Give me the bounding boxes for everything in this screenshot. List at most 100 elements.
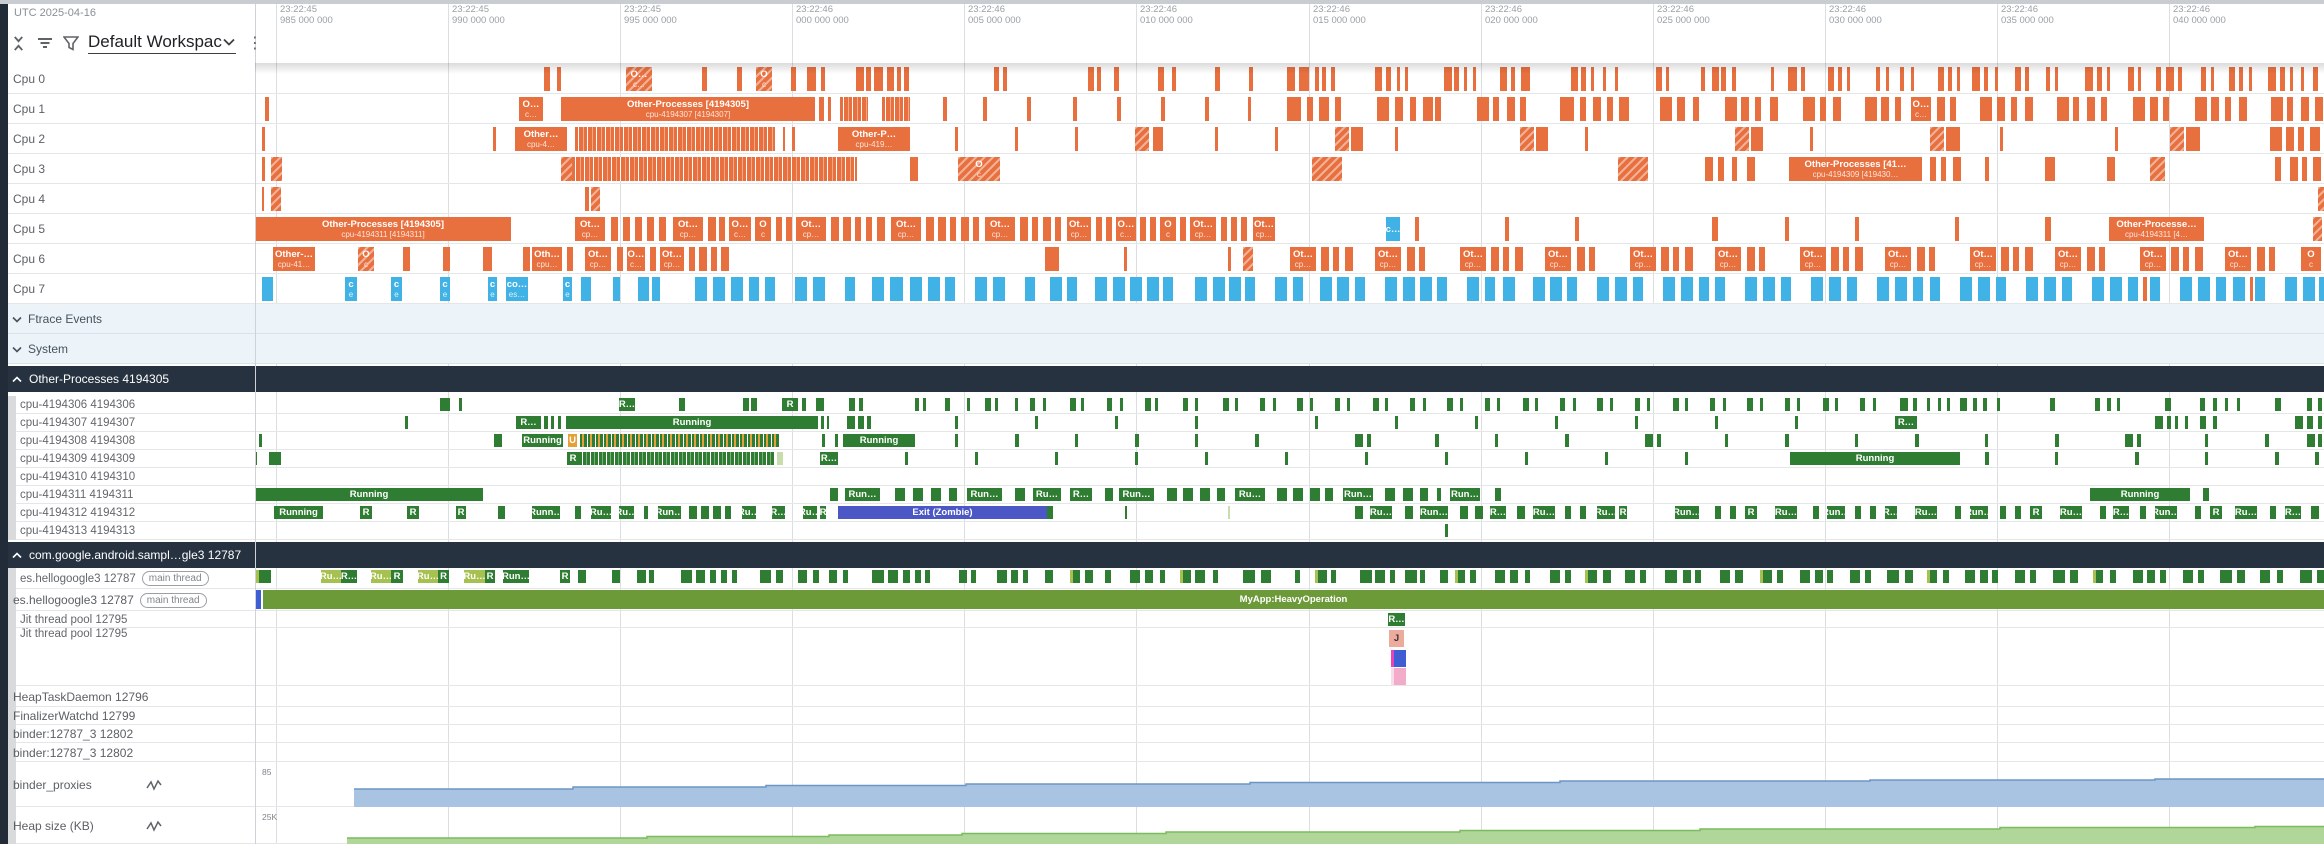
slice[interactable]: Other-Processes [4194305] cpu-4194307 [41… [561, 97, 815, 121]
slice[interactable] [1243, 247, 1253, 271]
slice[interactable] [1847, 277, 1857, 301]
track-binder2[interactable]: binder:12787_3 12802 [8, 743, 260, 762]
slice[interactable] [2110, 570, 2116, 583]
slice[interactable] [1229, 277, 1241, 301]
slice[interactable] [903, 570, 910, 583]
slice[interactable] [1573, 398, 1576, 411]
slice[interactable]: R… [772, 506, 785, 519]
slice[interactable] [955, 127, 958, 151]
track-jit2[interactable]: Jit thread pool 12795 [8, 628, 267, 686]
slice[interactable] [1950, 97, 1956, 121]
slice[interactable] [2318, 434, 2322, 447]
slice[interactable] [821, 67, 825, 91]
slice[interactable] [1420, 277, 1432, 301]
slice[interactable] [1135, 452, 1138, 465]
slice[interactable] [1096, 217, 1102, 241]
slice[interactable]: Ot… cp… [1253, 217, 1275, 241]
slice[interactable]: Ru… [418, 570, 438, 583]
slice[interactable] [1723, 398, 1726, 411]
slice[interactable] [1403, 488, 1413, 501]
slice[interactable]: Ot… cp… [891, 217, 921, 241]
chevron-up-icon[interactable] [12, 551, 22, 559]
slice[interactable] [1032, 217, 1038, 241]
slice[interactable] [855, 217, 861, 241]
slice[interactable] [1735, 127, 1749, 151]
slice[interactable] [702, 67, 707, 91]
slice[interactable] [1725, 434, 1728, 447]
slice[interactable]: R… [516, 416, 541, 429]
slice[interactable]: Run… [1827, 506, 1845, 519]
slice[interactable] [2303, 277, 2315, 301]
slice[interactable] [2150, 277, 2160, 301]
slice[interactable] [1055, 217, 1061, 241]
slice[interactable]: Ot… cp… [2055, 247, 2081, 271]
slice[interactable] [2211, 67, 2214, 91]
slice[interactable] [2015, 570, 2025, 583]
slice[interactable] [638, 277, 649, 301]
slice[interactable]: Ot… cp… [1190, 217, 1216, 241]
slice[interactable] [708, 217, 716, 241]
slice[interactable] [2055, 434, 2059, 447]
slice[interactable] [2073, 97, 2079, 121]
slice[interactable] [1911, 67, 1914, 91]
slice[interactable]: Ru… [1915, 506, 1937, 519]
slice[interactable] [1947, 398, 1950, 411]
slice[interactable] [1285, 452, 1288, 465]
slice[interactable] [882, 97, 910, 121]
slice[interactable]: Ot… cp… [1375, 247, 1401, 271]
slice[interactable] [1597, 398, 1603, 411]
track-ftrace[interactable]: Ftrace Events [8, 304, 259, 334]
slice[interactable] [1043, 398, 1046, 411]
slice[interactable] [1015, 434, 1019, 447]
slice[interactable] [821, 416, 824, 429]
slice[interactable] [1810, 127, 1813, 151]
slice[interactable]: Ru… [1597, 506, 1615, 519]
slice[interactable] [1732, 67, 1736, 91]
slice[interactable] [904, 67, 909, 91]
slice[interactable] [1114, 67, 1119, 91]
slice[interactable] [1913, 398, 1917, 411]
slice[interactable] [1760, 398, 1763, 411]
slice[interactable] [849, 398, 855, 411]
track-proc2[interactable]: com.google.android.sampl…gle3 12787 [8, 542, 259, 568]
slice[interactable] [2095, 398, 2100, 411]
slice[interactable] [1823, 398, 1829, 411]
slice[interactable] [955, 434, 958, 447]
slice[interactable] [1930, 277, 1940, 301]
slice[interactable] [795, 277, 807, 301]
slice[interactable] [1183, 398, 1188, 411]
slice[interactable] [1833, 97, 1841, 121]
slice[interactable] [1712, 217, 1718, 241]
slice[interactable] [1390, 570, 1395, 583]
slice[interactable] [1495, 570, 1505, 583]
slice[interactable] [2099, 247, 2105, 271]
slice[interactable] [1718, 157, 1724, 181]
slice[interactable] [1405, 506, 1413, 519]
slice[interactable] [2311, 506, 2319, 519]
slice[interactable] [1657, 434, 1661, 447]
slice[interactable] [1205, 97, 1209, 121]
slice[interactable] [2155, 416, 2163, 429]
slice[interactable] [910, 157, 918, 181]
slice[interactable] [749, 277, 759, 301]
slice[interactable] [828, 97, 831, 121]
slice[interactable] [1500, 67, 1507, 91]
slice[interactable] [1135, 127, 1149, 151]
slice[interactable] [1391, 650, 1394, 667]
slice[interactable] [2271, 97, 2283, 121]
slice[interactable] [1585, 570, 1597, 583]
slice[interactable] [2087, 247, 2095, 271]
slice[interactable] [1075, 127, 1078, 151]
slice[interactable] [255, 590, 261, 609]
slice[interactable] [743, 398, 749, 411]
slice[interactable] [985, 398, 991, 411]
slice[interactable] [2239, 67, 2243, 91]
slice[interactable] [575, 506, 581, 519]
slice[interactable] [1437, 277, 1447, 301]
slice[interactable] [1661, 247, 1669, 271]
funnel-icon[interactable] [62, 35, 79, 52]
slice[interactable] [1113, 277, 1125, 301]
slice[interactable] [2225, 97, 2231, 121]
